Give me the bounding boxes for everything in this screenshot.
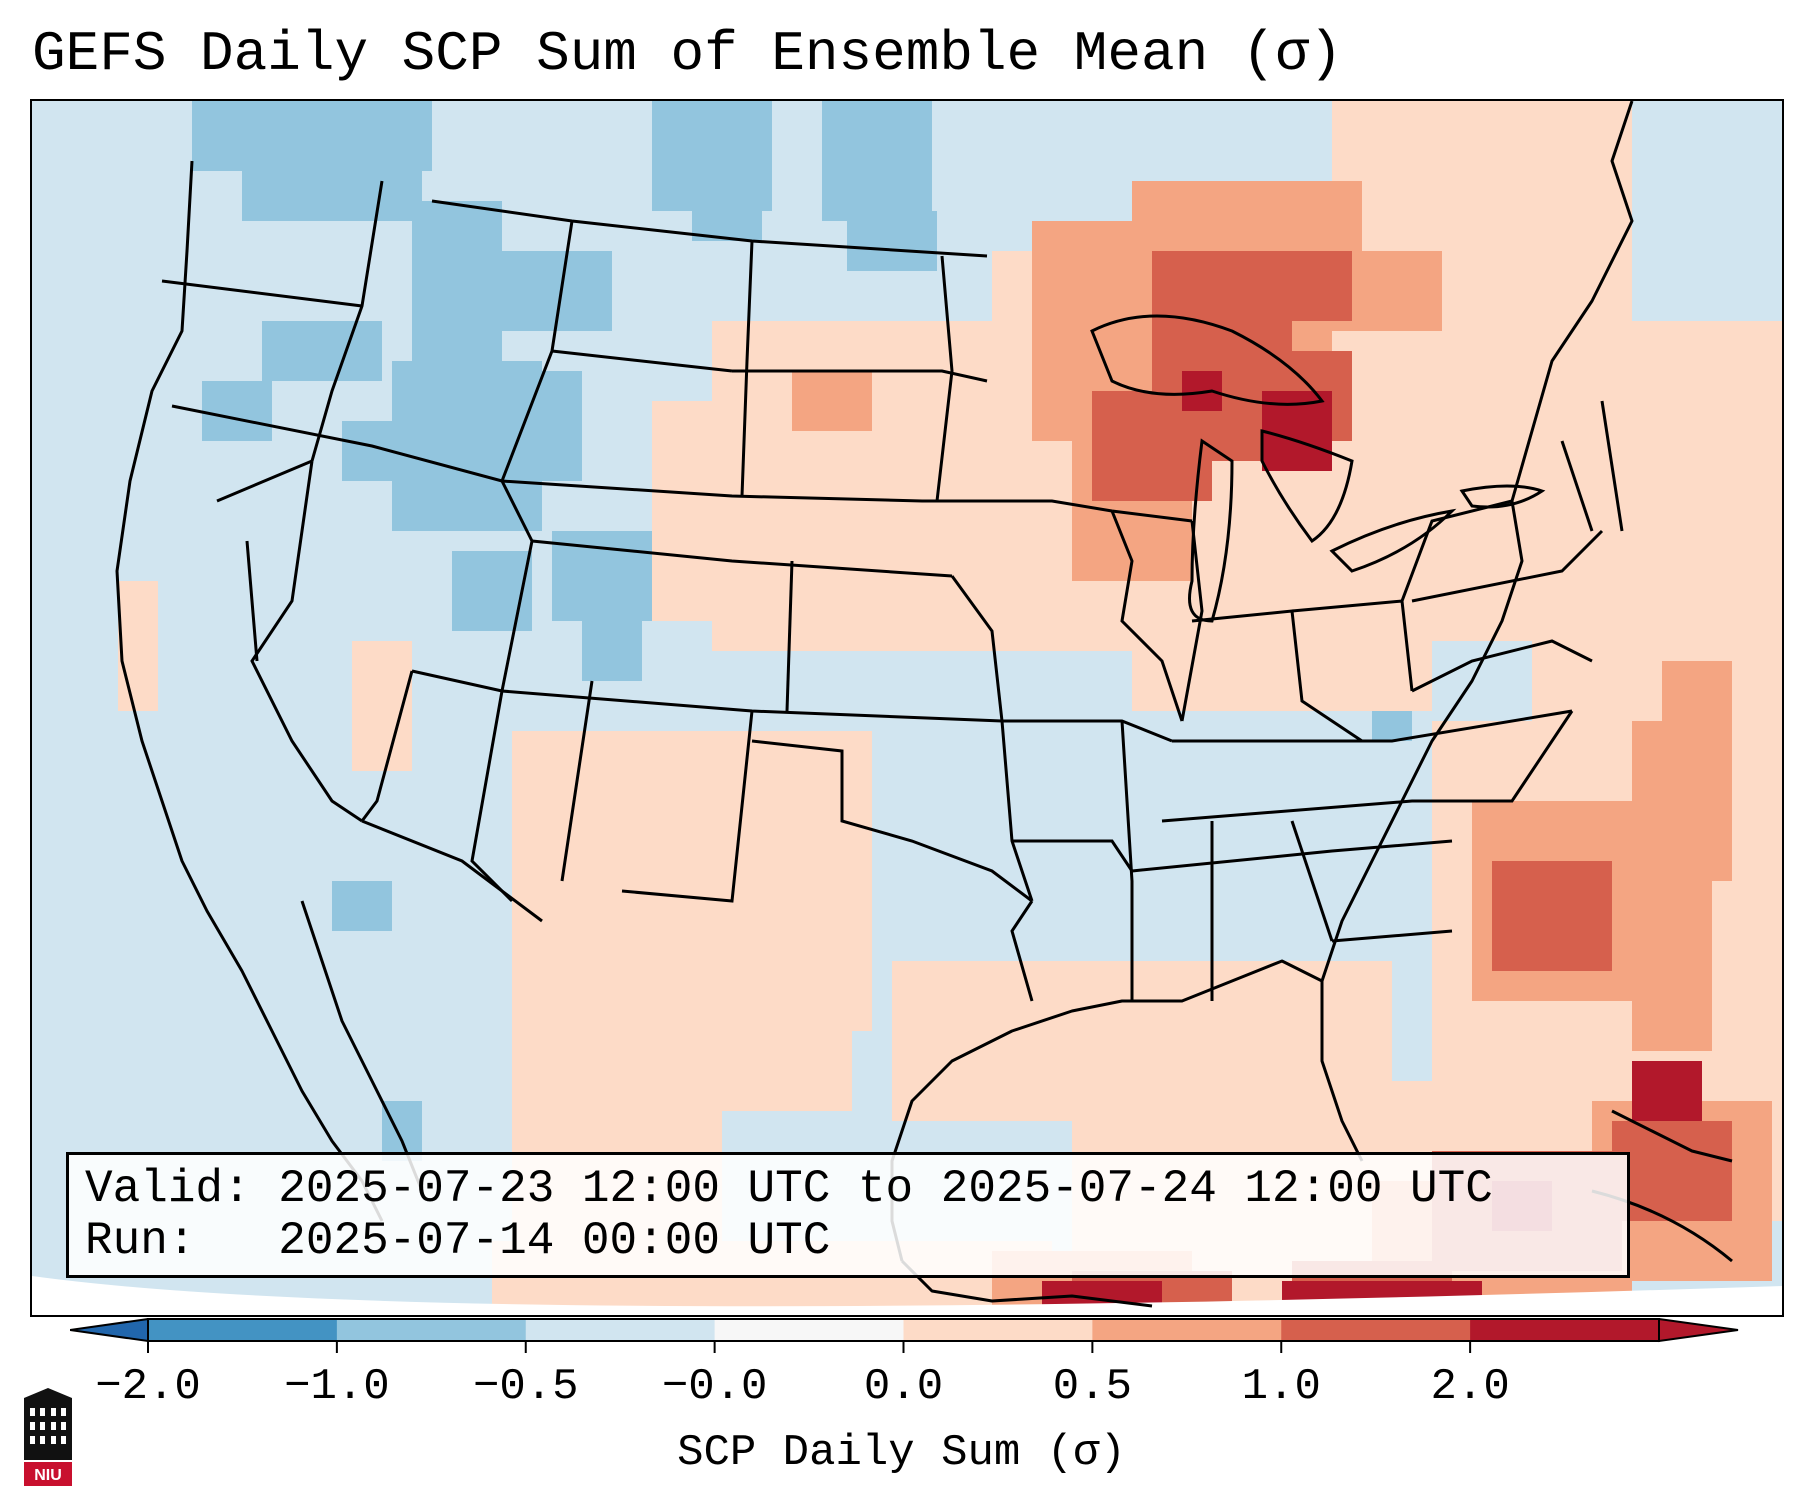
colorbar-tick-label: −1.0 (284, 1362, 390, 1412)
colorbar-tick-label: −0.0 (661, 1362, 768, 1412)
state-boundaries (161, 180, 1624, 1002)
colorbar-segment (903, 1319, 1093, 1341)
colorbar-tick-label: −0.5 (472, 1362, 579, 1412)
colorbar-label: SCP Daily Sum (σ) (677, 1428, 1126, 1478)
colorbar-tick-label: −2.0 (95, 1362, 201, 1412)
colorbar-segment (1092, 1319, 1282, 1341)
colorbar-segment (336, 1319, 527, 1341)
valid-line: Valid: 2025-07-23 12:00 UTC to 2025-07-2… (85, 1163, 1493, 1215)
projection-edge (32, 1276, 1782, 1315)
colorbar-under-arrow (70, 1318, 149, 1343)
colorbar-tick-label: 0.5 (1052, 1362, 1132, 1412)
logo-text: NIU (34, 1467, 62, 1484)
negative-anomaly-patches (192, 101, 1412, 1161)
colorbar-tick-label: 2.0 (1430, 1362, 1510, 1412)
valid-run-info-box: Valid: 2025-07-23 12:00 UTC to 2025-07-2… (66, 1152, 1630, 1278)
colorbar-segment (1470, 1319, 1660, 1341)
run-label: Run: (85, 1215, 196, 1267)
colorbar-segment (1281, 1319, 1471, 1341)
chart-title: GEFS Daily SCP Sum of Ensemble Mean (σ) (32, 22, 1343, 86)
colorbar (70, 1318, 1739, 1353)
colorbar-segment (148, 1319, 338, 1341)
run-line: Run: 2025-07-14 00:00 UTC (85, 1215, 830, 1267)
map-svg (32, 101, 1782, 1315)
great-lakes (1090, 314, 1546, 623)
niu-logo-icon: NIU (24, 1388, 72, 1486)
colorbar-segment (714, 1319, 904, 1341)
colorbar-tick-label: 0.0 (863, 1362, 944, 1412)
colorbar-tick-label: 1.0 (1241, 1362, 1321, 1412)
map-panel (30, 99, 1784, 1317)
coastlines (115, 101, 1733, 1308)
colorbar-over-arrow (1658, 1318, 1739, 1343)
valid-label: Valid: (85, 1163, 251, 1215)
valid-value: 2025-07-23 12:00 UTC to 2025-07-24 12:00… (278, 1163, 1493, 1215)
run-value: 2025-07-14 00:00 UTC (278, 1215, 831, 1267)
colorbar-segment (525, 1319, 716, 1341)
